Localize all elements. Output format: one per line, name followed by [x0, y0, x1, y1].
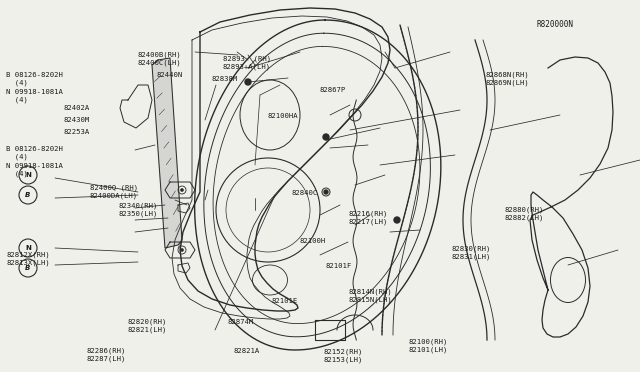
- Text: 82402A: 82402A: [64, 105, 90, 111]
- Circle shape: [324, 190, 328, 194]
- Circle shape: [323, 134, 329, 140]
- Circle shape: [394, 217, 400, 223]
- Polygon shape: [152, 58, 182, 248]
- Text: B: B: [26, 265, 31, 271]
- Text: N: N: [25, 172, 31, 178]
- Text: 82400B(RH)
82400C(LH): 82400B(RH) 82400C(LH): [138, 51, 181, 66]
- Text: 82100HA: 82100HA: [268, 113, 298, 119]
- Text: 82830(RH)
82831(LH): 82830(RH) 82831(LH): [451, 246, 491, 260]
- Text: N 09918-1081A
  (4): N 09918-1081A (4): [6, 89, 63, 103]
- Text: 82812X(RH)
82813X(LH): 82812X(RH) 82813X(LH): [6, 251, 50, 266]
- Text: 82101F: 82101F: [325, 263, 351, 269]
- Text: N 09918-1081A
  (4): N 09918-1081A (4): [6, 163, 63, 177]
- Text: 82430M: 82430M: [64, 117, 90, 123]
- Text: 82838M: 82838M: [211, 76, 237, 81]
- Text: 82340(RH)
82350(LH): 82340(RH) 82350(LH): [118, 203, 158, 217]
- Text: 82440N: 82440N: [157, 72, 183, 78]
- Text: 82868N(RH)
82869N(LH): 82868N(RH) 82869N(LH): [485, 72, 529, 86]
- Text: 82216(RH)
82217(LH): 82216(RH) 82217(LH): [349, 210, 388, 225]
- Text: 82814N(RH)
82815N(LH): 82814N(RH) 82815N(LH): [349, 288, 392, 303]
- Text: R820000N: R820000N: [536, 20, 573, 29]
- Circle shape: [180, 248, 184, 251]
- Text: 82880(RH)
82882(LH): 82880(RH) 82882(LH): [504, 206, 544, 221]
- Text: 82820(RH)
82821(LH): 82820(RH) 82821(LH): [128, 318, 168, 333]
- Text: 82821A: 82821A: [234, 348, 260, 354]
- Text: 82286(RH)
82287(LH): 82286(RH) 82287(LH): [86, 348, 126, 362]
- Text: 82101E: 82101E: [272, 298, 298, 304]
- Text: B 08126-8202H
  (4): B 08126-8202H (4): [6, 72, 63, 86]
- Text: 82152(RH)
82153(LH): 82152(RH) 82153(LH): [323, 349, 363, 363]
- Text: 82840C: 82840C: [291, 190, 317, 196]
- Text: 82100(RH)
82101(LH): 82100(RH) 82101(LH): [408, 339, 448, 353]
- Text: B: B: [26, 192, 31, 198]
- Text: 82893  (RH)
82893+A(LH): 82893 (RH) 82893+A(LH): [223, 55, 271, 70]
- Text: 82867P: 82867P: [320, 87, 346, 93]
- Circle shape: [245, 79, 251, 85]
- Circle shape: [180, 189, 184, 192]
- Text: N: N: [25, 245, 31, 251]
- Text: 82100H: 82100H: [300, 238, 326, 244]
- Text: B 08126-8202H
  (4): B 08126-8202H (4): [6, 146, 63, 160]
- Text: 82400Q (RH)
82400DA(LH): 82400Q (RH) 82400DA(LH): [90, 184, 138, 199]
- Text: 82874M: 82874M: [227, 319, 253, 325]
- Text: 82253A: 82253A: [64, 129, 90, 135]
